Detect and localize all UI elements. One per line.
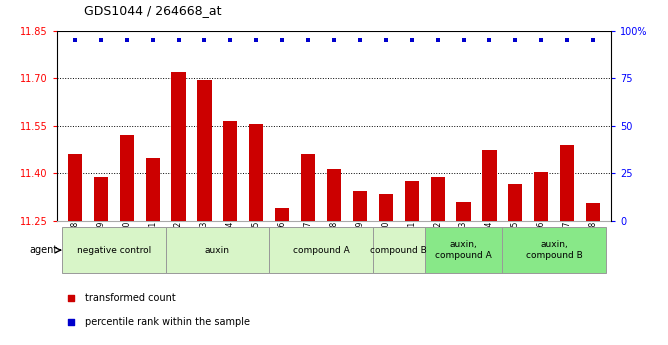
Point xyxy=(355,37,365,42)
Point xyxy=(96,37,106,42)
Text: compound B: compound B xyxy=(370,246,427,255)
Bar xyxy=(94,177,108,221)
Bar xyxy=(269,227,373,273)
Text: percentile rank within the sample: percentile rank within the sample xyxy=(85,317,250,326)
Point xyxy=(432,37,443,42)
Bar xyxy=(249,124,263,221)
Point xyxy=(303,37,313,42)
Bar xyxy=(120,136,134,221)
Point xyxy=(536,37,546,42)
Point xyxy=(329,37,339,42)
Bar xyxy=(560,145,574,221)
Bar xyxy=(379,194,393,221)
Bar xyxy=(534,172,548,221)
Bar xyxy=(223,121,238,221)
Bar xyxy=(67,154,82,221)
Point xyxy=(65,319,76,324)
Point xyxy=(406,37,417,42)
Bar xyxy=(425,227,502,273)
Bar xyxy=(373,227,425,273)
Point xyxy=(510,37,520,42)
Text: auxin,
compound A: auxin, compound A xyxy=(435,240,492,260)
Bar xyxy=(172,72,186,221)
Bar xyxy=(197,80,212,221)
Point xyxy=(277,37,287,42)
Point xyxy=(458,37,469,42)
Point xyxy=(69,37,80,42)
Bar xyxy=(405,181,419,221)
Bar xyxy=(586,204,601,221)
Bar xyxy=(146,158,160,221)
Point xyxy=(148,37,158,42)
Point xyxy=(225,37,236,42)
Text: agent: agent xyxy=(30,245,58,255)
Bar xyxy=(301,154,315,221)
Bar xyxy=(275,208,289,221)
Bar xyxy=(430,177,445,221)
Point xyxy=(173,37,184,42)
Point xyxy=(562,37,572,42)
Bar xyxy=(502,227,606,273)
Bar xyxy=(327,169,341,221)
Text: transformed count: transformed count xyxy=(85,293,175,303)
Point xyxy=(381,37,391,42)
Text: GDS1044 / 264668_at: GDS1044 / 264668_at xyxy=(84,4,221,17)
Bar xyxy=(482,150,496,221)
Text: auxin,
compound B: auxin, compound B xyxy=(526,240,582,260)
Bar xyxy=(508,185,522,221)
Point xyxy=(588,37,599,42)
Point xyxy=(199,37,210,42)
Text: negative control: negative control xyxy=(77,246,151,255)
Point xyxy=(484,37,495,42)
Point xyxy=(251,37,262,42)
Text: auxin: auxin xyxy=(205,246,230,255)
Bar xyxy=(456,202,471,221)
Text: compound A: compound A xyxy=(293,246,349,255)
Bar xyxy=(166,227,269,273)
Bar xyxy=(62,227,166,273)
Bar xyxy=(353,191,367,221)
Point xyxy=(65,296,76,301)
Point xyxy=(122,37,132,42)
